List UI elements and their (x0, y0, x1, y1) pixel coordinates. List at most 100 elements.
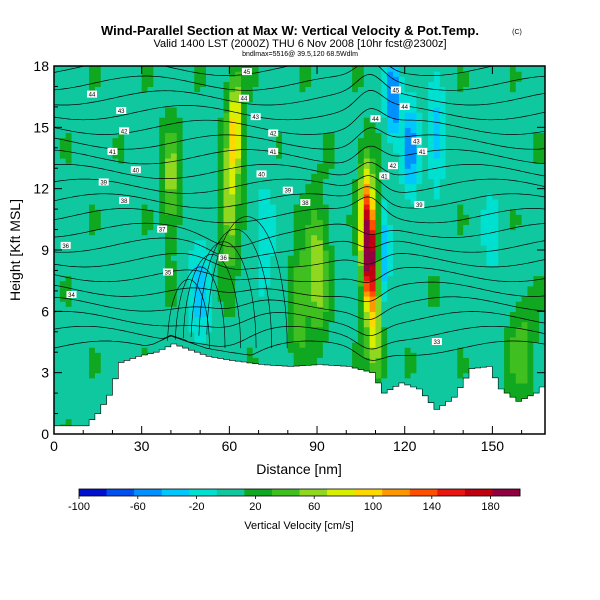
w-cell (135, 198, 143, 205)
w-cell (83, 336, 90, 343)
w-cell (334, 285, 342, 292)
w-cell (217, 86, 225, 93)
w-cell (398, 250, 406, 256)
w-cell (352, 342, 359, 348)
w-cell (217, 331, 225, 338)
w-cell (287, 290, 295, 297)
w-cell (94, 239, 102, 246)
w-cell (305, 321, 312, 328)
w-cell (445, 183, 453, 190)
w-cell (235, 290, 242, 297)
w-cell (141, 168, 149, 174)
w-cell (59, 142, 67, 149)
w-cell (258, 127, 266, 134)
w-cell (433, 239, 441, 246)
w-cell (100, 127, 108, 134)
w-cell (147, 311, 154, 318)
w-cell (317, 183, 324, 190)
w-cell (211, 285, 219, 292)
w-cell (393, 209, 400, 215)
w-cell (71, 137, 78, 144)
w-cell (404, 188, 412, 195)
w-cell (153, 117, 160, 123)
w-cell (65, 132, 73, 139)
w-cell (322, 331, 330, 338)
w-cell (217, 101, 225, 108)
w-cell (141, 234, 149, 241)
w-cell (416, 127, 423, 134)
w-cell (445, 260, 453, 266)
w-cell (276, 270, 283, 277)
w-cell (264, 255, 271, 261)
w-cell (77, 250, 84, 256)
w-cell (264, 265, 271, 272)
w-cell (59, 229, 67, 236)
w-cell (54, 122, 61, 128)
w-cell (252, 178, 260, 185)
w-cell (165, 168, 172, 174)
w-cell (346, 239, 353, 246)
w-cell (381, 382, 388, 389)
w-cell (106, 142, 114, 149)
w-cell (65, 127, 73, 134)
w-cell (124, 331, 131, 338)
w-cell (241, 224, 248, 231)
w-cell (106, 260, 114, 266)
w-cell (363, 152, 371, 159)
w-cell (170, 250, 178, 256)
w-cell (94, 127, 102, 134)
w-cell (129, 326, 137, 333)
w-cell (135, 255, 143, 261)
w-cell (375, 219, 382, 226)
w-cell (334, 280, 342, 287)
w-cell (100, 326, 108, 333)
w-cell (200, 316, 207, 323)
w-cell (153, 132, 160, 139)
w-cell (398, 137, 406, 144)
w-cell (281, 142, 289, 149)
w-cell (293, 260, 301, 266)
w-cell (176, 285, 184, 292)
w-cell (83, 198, 90, 205)
w-cell (71, 270, 78, 277)
w-cell (223, 158, 230, 164)
w-cell (317, 209, 324, 215)
w-cell (404, 173, 412, 180)
w-cell (118, 71, 125, 77)
w-cell (54, 250, 61, 256)
w-cell (346, 336, 353, 343)
w-cell (398, 336, 406, 343)
w-cell (387, 193, 394, 200)
w-cell (71, 224, 78, 231)
w-cell (241, 81, 248, 88)
w-cell (293, 239, 301, 246)
w-cell (270, 321, 277, 328)
w-cell (65, 326, 73, 333)
w-cell (65, 331, 73, 338)
w-cell (59, 260, 67, 266)
w-cell (147, 209, 154, 215)
w-cell (106, 326, 114, 333)
w-cell (124, 265, 131, 272)
w-cell (317, 347, 324, 353)
w-cell (416, 321, 423, 328)
w-cell (194, 316, 201, 323)
w-cell (147, 106, 154, 113)
w-cell (270, 234, 277, 241)
w-cell (305, 270, 312, 277)
w-cell (299, 188, 306, 195)
w-cell (170, 234, 178, 241)
w-cell (393, 244, 400, 251)
w-cell (188, 280, 195, 287)
w-cell (387, 260, 394, 266)
w-cell (211, 214, 219, 220)
w-cell (182, 66, 190, 72)
w-cell (129, 71, 137, 77)
w-cell (387, 122, 394, 128)
w-cell (89, 117, 96, 123)
w-cell (223, 163, 230, 169)
w-cell (404, 178, 412, 185)
w-cell (65, 250, 73, 256)
w-cell (346, 290, 353, 297)
w-cell (258, 96, 266, 103)
